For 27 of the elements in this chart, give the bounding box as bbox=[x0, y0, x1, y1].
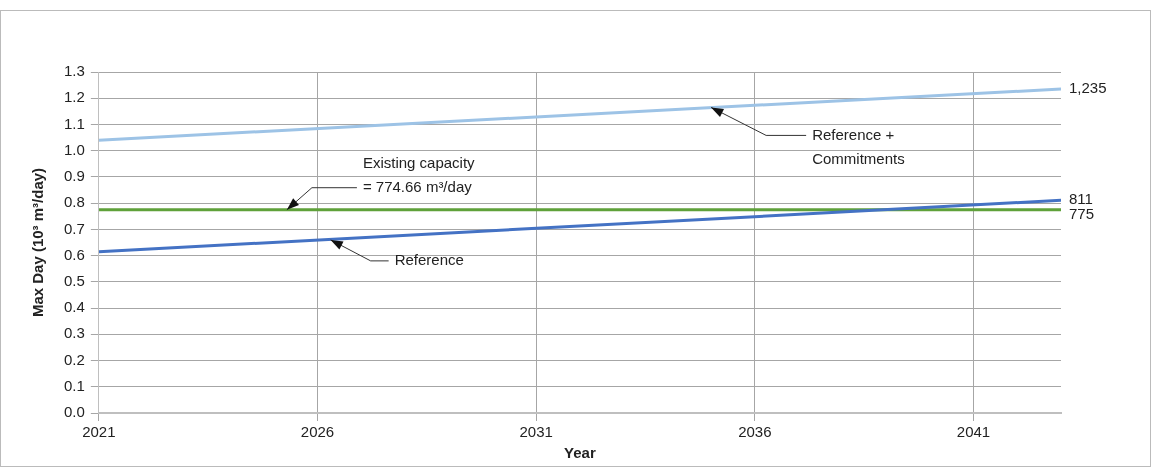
y-tick-label: 0.7 bbox=[63, 219, 85, 237]
y-axis-title: Max Day (10³ m³/day) bbox=[29, 167, 47, 318]
y-tick-label: 0.3 bbox=[63, 324, 85, 342]
y-tick-label: 0.9 bbox=[63, 167, 85, 185]
y-tick-label: 0.0 bbox=[63, 403, 85, 421]
annotation: Reference bbox=[394, 251, 464, 269]
y-tick-label: 1.2 bbox=[63, 88, 85, 106]
x-tick-label: 2036 bbox=[738, 423, 772, 441]
annotation: 775 bbox=[1069, 205, 1095, 223]
annotation: Reference + Commitments bbox=[812, 125, 905, 167]
y-tick-label: 0.5 bbox=[63, 271, 85, 289]
y-tick-label: 1.0 bbox=[63, 140, 85, 158]
y-tick-label: 1.1 bbox=[63, 114, 85, 132]
x-tick-label: 2026 bbox=[300, 423, 335, 441]
annotation: 1,235 bbox=[1069, 79, 1107, 97]
y-tick-label: 0.2 bbox=[63, 350, 85, 368]
annotation: Existing capacity = 774.66 m³/day bbox=[362, 153, 476, 195]
x-axis-title: Year bbox=[564, 444, 596, 462]
x-tick-label: 2041 bbox=[956, 423, 991, 441]
y-tick-label: 0.8 bbox=[63, 193, 85, 211]
annotation: 811 bbox=[1069, 190, 1093, 208]
x-tick-label: 2021 bbox=[82, 423, 116, 441]
x-tick-label: 2031 bbox=[519, 423, 553, 441]
y-tick-label: 0.4 bbox=[63, 298, 85, 316]
y-tick-label: 0.1 bbox=[63, 376, 85, 394]
y-tick-label: 1.3 bbox=[63, 62, 85, 80]
y-tick-label: 0.6 bbox=[63, 245, 85, 263]
